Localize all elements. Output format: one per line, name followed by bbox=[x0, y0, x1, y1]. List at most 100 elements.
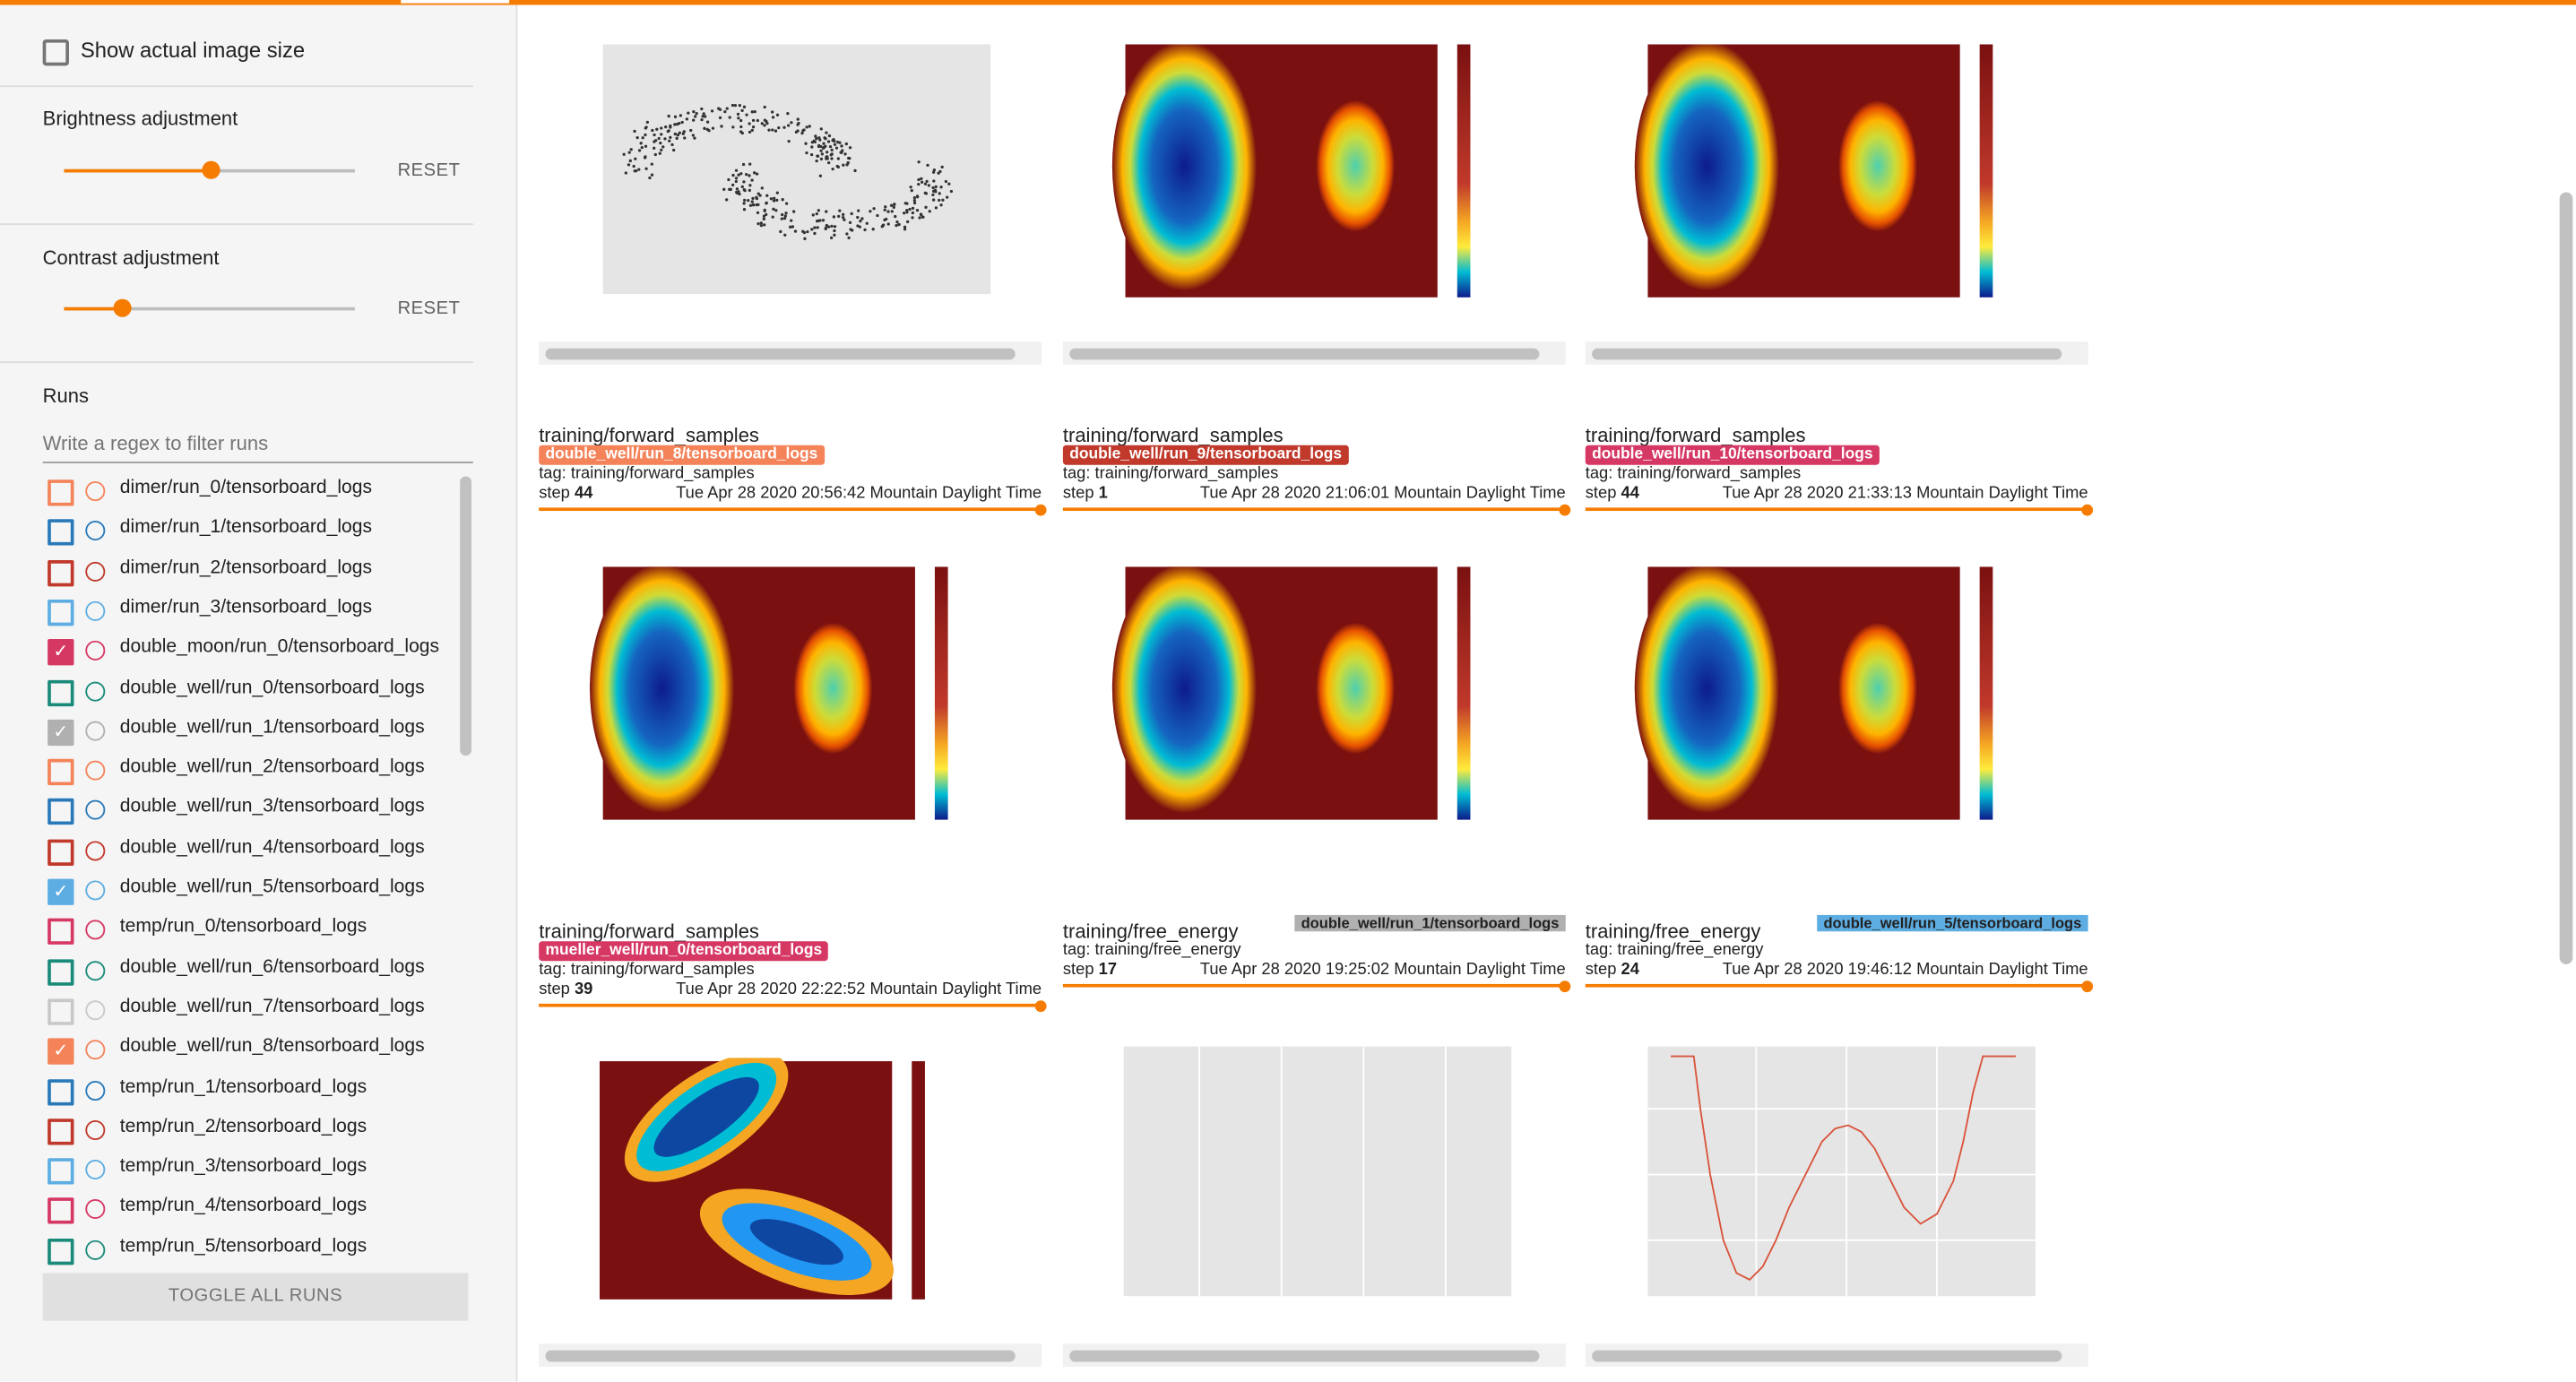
run-item[interactable]: ✓ double_well/run_1/tensorboard_logs bbox=[48, 718, 458, 751]
horizontal-scrollbar[interactable] bbox=[539, 341, 1042, 365]
step-slider[interactable] bbox=[539, 999, 1047, 1012]
run-checkbox[interactable] bbox=[48, 998, 74, 1025]
run-item[interactable]: dimer/run_0/tensorboard_logs bbox=[48, 478, 458, 511]
step-slider-knob[interactable] bbox=[1559, 503, 1571, 515]
run-item[interactable]: double_well/run_6/tensorboard_logs bbox=[48, 957, 458, 990]
brightness-reset-button[interactable]: RESET bbox=[397, 160, 461, 181]
run-color-swatch[interactable] bbox=[85, 800, 106, 821]
runs-filter-input[interactable] bbox=[42, 425, 473, 463]
run-color-swatch[interactable] bbox=[85, 1040, 106, 1060]
contrast-reset-button[interactable]: RESET bbox=[397, 298, 461, 319]
step-slider[interactable] bbox=[1062, 980, 1571, 992]
run-color-swatch[interactable] bbox=[85, 641, 106, 661]
step-slider-knob[interactable] bbox=[2081, 503, 2094, 515]
run-checkbox[interactable]: ✓ bbox=[48, 878, 74, 905]
card-title: training/forward_samples bbox=[539, 423, 759, 447]
run-checkbox[interactable] bbox=[48, 1197, 74, 1225]
run-item[interactable]: double_well/run_0/tensorboard_logs bbox=[48, 678, 458, 711]
run-checkbox[interactable] bbox=[48, 519, 74, 547]
run-name: temp/run_1/tensorboard_logs bbox=[119, 1076, 367, 1097]
run-checkbox[interactable] bbox=[48, 678, 74, 706]
run-color-swatch[interactable] bbox=[85, 1000, 106, 1021]
run-color-swatch[interactable] bbox=[85, 481, 106, 502]
run-color-swatch[interactable] bbox=[85, 920, 106, 940]
run-checkbox[interactable] bbox=[48, 559, 74, 586]
run-item[interactable]: dimer/run_2/tensorboard_logs bbox=[48, 557, 458, 591]
run-item[interactable]: double_well/run_4/tensorboard_logs bbox=[48, 837, 458, 870]
run-color-swatch[interactable] bbox=[85, 1199, 106, 1220]
contrast-slider[interactable] bbox=[64, 307, 355, 311]
run-item[interactable]: temp/run_1/tensorboard_logs bbox=[48, 1076, 458, 1110]
horizontal-scrollbar[interactable] bbox=[1585, 1343, 2088, 1367]
runs-scrollbar[interactable] bbox=[460, 476, 472, 756]
card-timestamp: Tue Apr 28 2020 21:06:01 Mountain Daylig… bbox=[1199, 484, 1566, 503]
run-checkbox[interactable] bbox=[48, 1078, 74, 1105]
run-color-swatch[interactable] bbox=[85, 521, 106, 541]
step-slider-knob[interactable] bbox=[1034, 503, 1047, 515]
run-checkbox[interactable] bbox=[48, 599, 74, 626]
main-scrollbar[interactable] bbox=[2559, 192, 2573, 964]
run-checkbox[interactable] bbox=[48, 1158, 74, 1185]
heatmap-image bbox=[1111, 44, 1471, 298]
run-checkbox[interactable]: ✓ bbox=[48, 639, 74, 666]
run-color-swatch[interactable] bbox=[85, 760, 106, 781]
run-color-swatch[interactable] bbox=[85, 1160, 106, 1180]
card-step: step 17 bbox=[1062, 961, 1118, 980]
show-actual-size-checkbox[interactable] bbox=[42, 39, 69, 66]
card-step: step 1 bbox=[1062, 484, 1108, 503]
run-checkbox[interactable] bbox=[48, 839, 74, 866]
run-item[interactable]: double_well/run_3/tensorboard_logs bbox=[48, 798, 458, 831]
step-slider-knob[interactable] bbox=[2081, 980, 2094, 992]
run-checkbox[interactable] bbox=[48, 1238, 74, 1265]
step-slider-knob[interactable] bbox=[1559, 980, 1571, 992]
run-checkbox[interactable]: ✓ bbox=[48, 1038, 74, 1066]
run-checkbox[interactable] bbox=[48, 919, 74, 946]
step-slider-knob[interactable] bbox=[1034, 999, 1047, 1012]
card-step: step 39 bbox=[539, 980, 593, 999]
run-item[interactable]: double_well/run_7/tensorboard_logs bbox=[48, 997, 458, 1030]
brightness-slider-knob[interactable] bbox=[201, 160, 220, 179]
run-item[interactable]: temp/run_5/tensorboard_logs bbox=[48, 1237, 458, 1270]
run-item[interactable]: ✓ double_moon/run_0/tensorboard_logs bbox=[48, 638, 458, 671]
run-checkbox[interactable] bbox=[48, 958, 74, 986]
step-slider[interactable] bbox=[539, 503, 1047, 515]
run-checkbox[interactable] bbox=[48, 799, 74, 825]
run-color-swatch[interactable] bbox=[85, 880, 106, 901]
contrast-slider-knob[interactable] bbox=[114, 298, 133, 317]
horizontal-scrollbar[interactable] bbox=[1062, 1343, 1566, 1367]
run-checkbox[interactable] bbox=[48, 758, 74, 786]
card-tag: tag: training/forward_samples bbox=[1062, 464, 1279, 483]
run-item[interactable]: dimer/run_1/tensorboard_logs bbox=[48, 518, 458, 551]
run-color-swatch[interactable] bbox=[85, 960, 106, 980]
run-badge: double_well/run_9/tensorboard_logs bbox=[1062, 445, 1349, 465]
run-item[interactable]: temp/run_2/tensorboard_logs bbox=[48, 1117, 458, 1150]
run-item[interactable]: double_well/run_2/tensorboard_logs bbox=[48, 757, 458, 790]
toggle-all-runs-button[interactable]: TOGGLE ALL RUNS bbox=[42, 1273, 469, 1321]
run-item[interactable]: temp/run_0/tensorboard_logs bbox=[48, 917, 458, 950]
run-item[interactable]: dimer/run_3/tensorboard_logs bbox=[48, 598, 458, 631]
run-checkbox[interactable] bbox=[48, 479, 74, 506]
step-slider[interactable] bbox=[1062, 503, 1571, 515]
run-color-swatch[interactable] bbox=[85, 561, 106, 582]
run-color-swatch[interactable] bbox=[85, 600, 106, 621]
run-item[interactable]: temp/run_4/tensorboard_logs bbox=[48, 1196, 458, 1230]
step-slider[interactable] bbox=[1585, 980, 2094, 992]
run-color-swatch[interactable] bbox=[85, 840, 106, 860]
run-item[interactable]: temp/run_3/tensorboard_logs bbox=[48, 1157, 458, 1190]
run-color-swatch[interactable] bbox=[85, 721, 106, 741]
run-color-swatch[interactable] bbox=[85, 680, 106, 701]
run-color-swatch[interactable] bbox=[85, 1080, 106, 1101]
run-item[interactable]: ✓ double_well/run_5/tensorboard_logs bbox=[48, 877, 458, 911]
run-color-swatch[interactable] bbox=[85, 1239, 106, 1260]
run-checkbox[interactable]: ✓ bbox=[48, 719, 74, 746]
horizontal-scrollbar[interactable] bbox=[1585, 341, 2088, 365]
run-item[interactable]: ✓ double_well/run_8/tensorboard_logs bbox=[48, 1037, 458, 1070]
horizontal-scrollbar[interactable] bbox=[539, 1343, 1042, 1367]
horizontal-scrollbar[interactable] bbox=[1062, 341, 1566, 365]
run-checkbox[interactable] bbox=[48, 1118, 74, 1145]
card-step: step 44 bbox=[539, 484, 593, 503]
run-color-swatch[interactable] bbox=[85, 1119, 106, 1140]
active-tab-indicator[interactable] bbox=[401, 0, 510, 4]
card-timestamp: Tue Apr 28 2020 22:22:52 Mountain Daylig… bbox=[676, 980, 1042, 999]
step-slider[interactable] bbox=[1585, 503, 2094, 515]
